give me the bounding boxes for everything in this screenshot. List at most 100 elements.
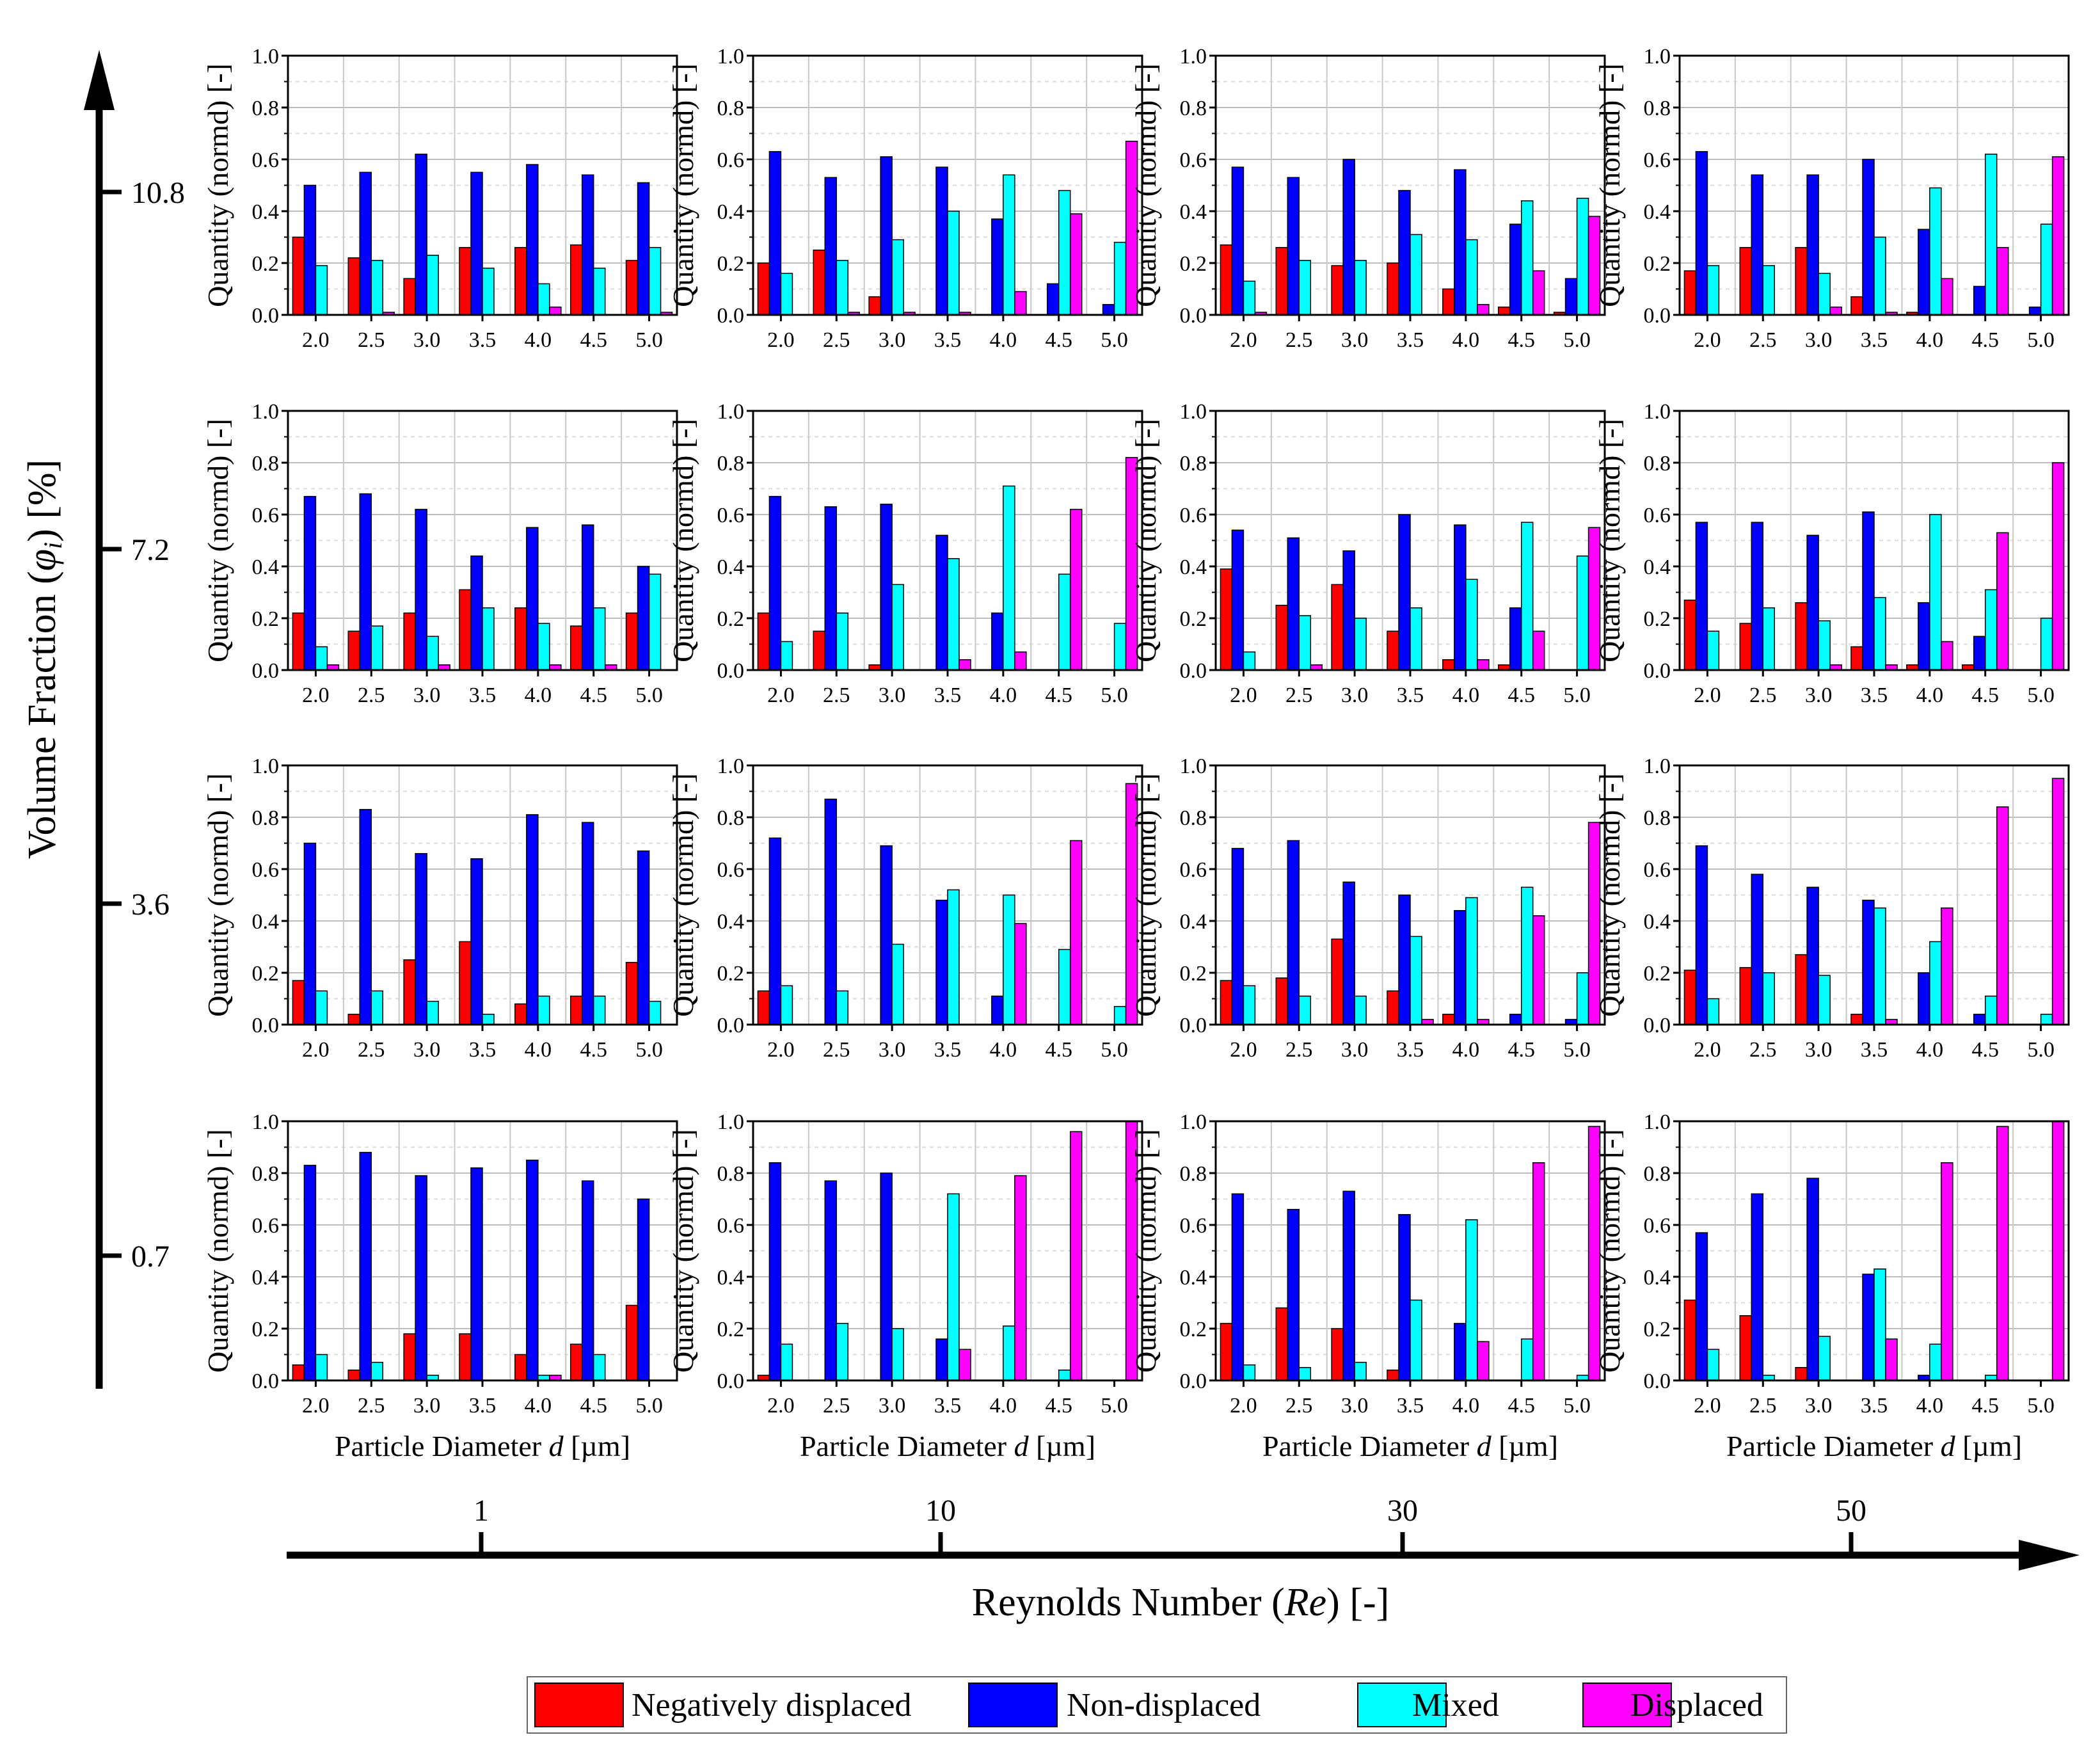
bar (303, 842, 317, 1025)
x-tick-label: 4.0 (1916, 328, 1944, 352)
x-tick-label: 2.5 (1749, 1394, 1777, 1418)
bar (1973, 1014, 1986, 1025)
y-tick-label: 0.2 (717, 1318, 745, 1341)
panel-2-1: 0.0 0.2 0.4 0.6 0.8 1.0 2.0 2.5 3.0 3.5 4.0 4.5 5.0 Q… (667, 755, 1143, 1062)
y-tick-label: 0.6 (717, 148, 745, 172)
x-tick-label: 3.5 (1397, 684, 1424, 707)
y-tick-label: 1.0 (252, 45, 280, 68)
bar (1342, 881, 1355, 1025)
bar (415, 154, 427, 316)
bar (1818, 975, 1831, 1025)
y-tick-label: 0.8 (717, 97, 745, 120)
x-tick-label: 2.0 (302, 328, 330, 352)
y-axis-title: Quantity (normd) [-] (1593, 773, 1626, 1017)
y-tick-label: 0.0 (1180, 659, 1207, 683)
bar (1706, 265, 1720, 316)
bar (415, 1175, 427, 1381)
bar (1818, 620, 1831, 671)
bar (1973, 636, 1986, 671)
x-tick-label: 4.5 (1507, 1394, 1535, 1418)
x-tick-label: 3.5 (469, 328, 497, 352)
x-tick-label: 5.0 (1563, 684, 1591, 707)
y-tick-label: 0.8 (252, 452, 280, 476)
x-tick-label: 4.5 (1971, 1038, 1999, 1062)
bar (1862, 1274, 1875, 1381)
bar (470, 172, 483, 316)
x-tick-label: 5.0 (1563, 1394, 1591, 1418)
bar (1231, 166, 1245, 316)
y-tick-label: 0.6 (252, 148, 280, 172)
y-tick-label: 0.0 (717, 304, 745, 328)
y-tick-label: 0.6 (1180, 1214, 1207, 1238)
bar (824, 506, 838, 671)
x-axis-title-var: d (1014, 1430, 1030, 1462)
x-tick-label: 4.0 (990, 328, 1017, 352)
reynolds-tick-label: 10 (925, 1494, 956, 1528)
bar (569, 625, 583, 671)
y-tick-label: 0.6 (717, 1214, 745, 1238)
y-tick-label: 1.0 (717, 400, 745, 424)
y-tick-label: 1.0 (1180, 400, 1207, 424)
y-tick-label: 0.6 (717, 504, 745, 527)
legend-swatch (1582, 1683, 1672, 1727)
bar (1806, 886, 1819, 1025)
x-tick-label: 3.0 (1341, 328, 1369, 352)
bar (514, 246, 527, 316)
bar (514, 1003, 527, 1025)
x-tick-label: 2.5 (358, 684, 385, 707)
x-axis-title-post: [µm] (564, 1430, 630, 1462)
bar (1113, 623, 1127, 671)
x-tick-label: 4.0 (1452, 1038, 1480, 1062)
bar (947, 1193, 960, 1381)
bar (1996, 246, 2009, 316)
y-tick-label: 0.6 (717, 858, 745, 882)
y-tick-label: 1.0 (717, 45, 745, 68)
bar (780, 641, 793, 671)
bar (1706, 630, 1720, 671)
vf-title-var: φ (20, 549, 64, 571)
bar (1058, 189, 1071, 316)
panel-0-1: 0.0 0.2 0.4 0.6 0.8 1.0 2.0 2.5 3.0 3.5 4.0 4.5 5.0 Q… (667, 45, 1143, 352)
re-title-post: ) [-] (1326, 1581, 1389, 1624)
y-tick-label: 0.0 (1644, 659, 1671, 683)
x-tick-label: 5.0 (1101, 684, 1128, 707)
bar (947, 558, 960, 671)
x-tick-label: 4.5 (1045, 1038, 1072, 1062)
panel-2-2: 0.0 0.2 0.4 0.6 0.8 1.0 2.0 2.5 3.0 3.5 4.0 4.5 5.0 Q… (1129, 755, 1606, 1062)
bar (347, 1014, 361, 1025)
y-tick-label: 0.4 (717, 556, 745, 579)
bar (1564, 278, 1578, 316)
x-tick-label: 5.0 (2027, 684, 2055, 707)
bar (1795, 246, 1808, 316)
y-axis-title: Quantity (normd) [-] (202, 773, 234, 1017)
legend-swatch (1357, 1683, 1447, 1727)
bar (1751, 174, 1764, 316)
bar (1941, 1162, 1953, 1381)
x-tick-label: 5.0 (1101, 1038, 1128, 1062)
bar (1683, 1299, 1697, 1381)
bar (880, 504, 893, 671)
bar (1058, 948, 1071, 1025)
y-axis-title: Quantity (normd) [-] (1593, 1129, 1626, 1373)
y-axis-title: Quantity (normd) [-] (202, 63, 234, 307)
y-tick-label: 0.4 (1180, 200, 1207, 224)
x-tick-label: 5.0 (635, 684, 663, 707)
x-tick-label: 3.5 (469, 684, 497, 707)
bar (2051, 1121, 2065, 1381)
legend-label: Non-displaced (1067, 1687, 1261, 1723)
bar (1850, 1014, 1863, 1025)
bar (482, 1014, 495, 1025)
y-tick-label: 0.8 (1180, 806, 1207, 830)
x-tick-label: 2.5 (1285, 1394, 1313, 1418)
bar (780, 273, 793, 316)
reynolds-tick-label: 30 (1387, 1494, 1418, 1528)
y-tick-label: 0.0 (252, 659, 280, 683)
bar (780, 985, 793, 1025)
x-tick-label: 5.0 (635, 1394, 663, 1418)
bar (1762, 265, 1776, 316)
y-tick-label: 0.8 (717, 1162, 745, 1186)
bar (1387, 262, 1399, 316)
y-tick-label: 1.0 (1180, 1110, 1207, 1134)
bar (625, 612, 639, 671)
x-tick-label: 4.0 (990, 1038, 1017, 1062)
